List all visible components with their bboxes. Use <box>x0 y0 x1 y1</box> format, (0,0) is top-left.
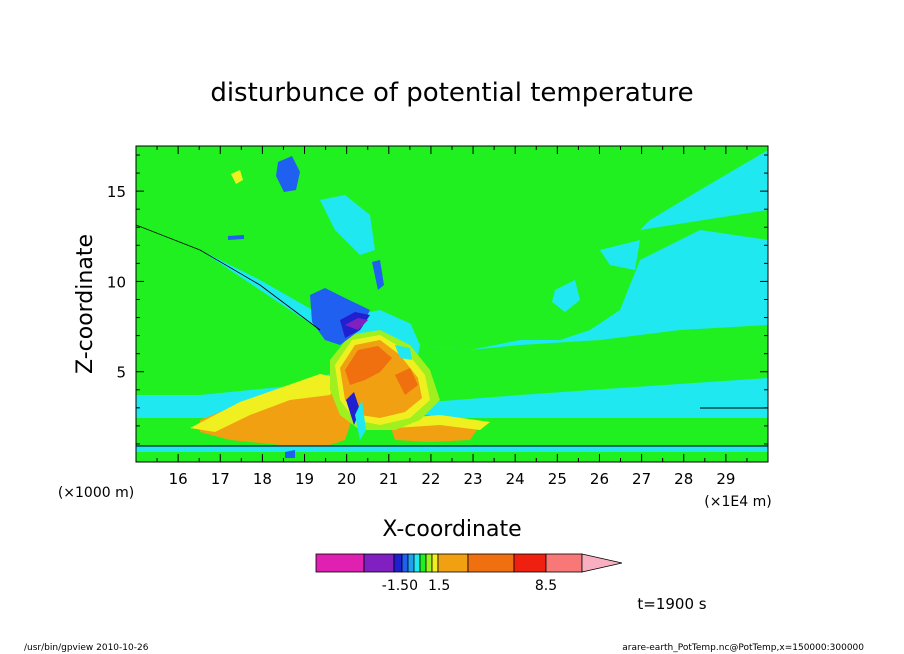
yellow-spot-top <box>231 170 243 184</box>
x-tick-label: 17 <box>211 470 230 488</box>
colorbar-segment <box>363 553 395 573</box>
colorbar-segment <box>437 553 469 573</box>
x-tick-label: 24 <box>506 470 525 488</box>
contour-fill <box>136 146 768 462</box>
y-tick-label: 5 <box>116 364 126 382</box>
cyan-spot-mid <box>395 345 412 360</box>
colorbar-arrow <box>581 553 623 573</box>
footer-left: /usr/bin/gpview 2010-10-26 <box>24 643 149 653</box>
x-tick-label: 16 <box>169 470 188 488</box>
dark-orange-right <box>395 368 418 395</box>
green-band-left <box>136 225 350 395</box>
x-tick-label: 22 <box>421 470 440 488</box>
x-tick-label: 26 <box>590 470 609 488</box>
blue-blob-top <box>276 156 300 192</box>
x-tick-label: 19 <box>295 470 314 488</box>
cyan-band-lower-right <box>430 378 768 418</box>
purple-core <box>345 318 368 330</box>
colorbar-segment <box>513 553 547 573</box>
colorbar-segment <box>393 553 403 573</box>
x-tick-label: 28 <box>674 470 693 488</box>
colorbar-label: 8.5 <box>535 578 557 594</box>
chart-title: disturbunce of potential temperature <box>210 78 693 108</box>
colorbar-segment <box>407 553 415 573</box>
cyan-patch-upper-right <box>600 240 640 270</box>
footer-right: arare-earth_PotTemp.nc@PotTemp,x=150000:… <box>622 643 864 653</box>
plot-area <box>135 145 769 463</box>
x-tick-label: 23 <box>464 470 483 488</box>
y-axis-label: Z-coordinate <box>73 234 98 374</box>
colorbar-segment <box>545 553 583 573</box>
cyan-band-bottom <box>136 446 768 452</box>
y-tick-label: 15 <box>107 183 126 201</box>
cyan-strip-right <box>640 150 768 230</box>
contour-line-top <box>136 224 321 331</box>
colorbar-segment <box>467 553 515 573</box>
dark-orange-core <box>345 346 392 385</box>
colorbar-segment <box>315 553 365 573</box>
x-tick-label: 25 <box>548 470 567 488</box>
blue-spot-low <box>285 450 295 458</box>
blue-streak-2 <box>372 260 384 290</box>
cyan-patch-right <box>552 280 580 312</box>
colorbar-segment <box>419 553 427 573</box>
x-unit-left: (×1000 m) <box>58 485 134 501</box>
green-region-center <box>360 146 768 350</box>
x-axis: 16 17 18 19 20 21 22 23 24 25 26 27 28 29 <box>156 146 748 488</box>
x-tick-label: 27 <box>632 470 651 488</box>
colorbar-segment <box>425 553 433 573</box>
time-label: t=1900 s <box>637 595 706 613</box>
y-axis: 5 10 15 <box>107 154 768 445</box>
x-tick-label: 18 <box>253 470 272 488</box>
colorbar-label: 1.5 <box>428 578 450 594</box>
colorbar-label: -1.50 <box>382 578 418 594</box>
colorbar-segment <box>401 553 409 573</box>
x-tick-label: 29 <box>716 470 735 488</box>
cyan-blob-upper-mid <box>320 195 375 255</box>
x-axis-label: X-coordinate <box>382 517 521 542</box>
colorbar <box>315 553 623 573</box>
x-tick-label: 21 <box>379 470 398 488</box>
colorbar-segment <box>413 553 421 573</box>
cyan-sliver-bottom <box>355 400 366 440</box>
blue-dash-left <box>228 235 244 240</box>
x-unit-right: (×1E4 m) <box>704 494 771 510</box>
yellow-edge-left <box>190 374 340 432</box>
x-tick-label: 20 <box>337 470 356 488</box>
colorbar-labels: -1.50 1.5 8.5 <box>382 578 557 594</box>
colorbar-segment <box>431 553 439 573</box>
y-tick-label: 10 <box>107 273 126 291</box>
